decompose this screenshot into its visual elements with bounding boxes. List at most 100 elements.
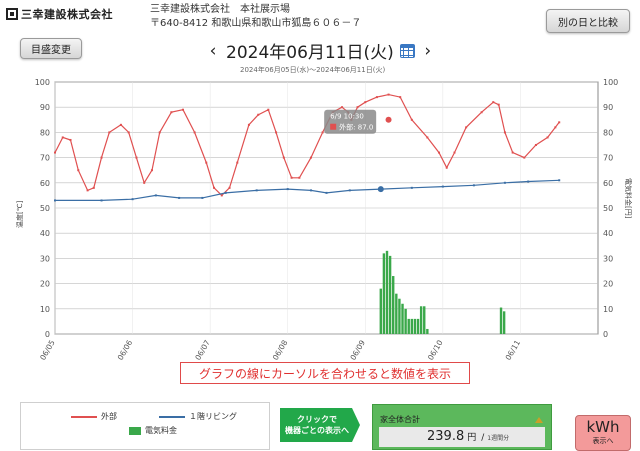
data-point (558, 179, 561, 182)
hover-hint: グラフの線にカーソルを合わせると数値を表示 (180, 362, 470, 384)
kwh-sublabel: 表示へ (592, 437, 614, 445)
data-point (54, 199, 56, 202)
data-point (135, 156, 138, 159)
legend-item-living[interactable]: １階リビング (159, 411, 237, 422)
kwh-view-button[interactable]: kWh 表示へ (575, 415, 631, 451)
left-tick-label: 60 (40, 179, 50, 188)
calendar-icon[interactable] (399, 43, 415, 58)
data-point (143, 181, 146, 184)
cost-bar (413, 318, 417, 334)
right-tick-label: 40 (603, 229, 613, 238)
data-point (54, 151, 56, 154)
company-name: 三幸建設株式会社 本社展示場 (150, 4, 290, 15)
next-date-button[interactable]: › (424, 40, 432, 61)
data-point (503, 181, 506, 184)
data-point (181, 108, 184, 111)
legend-swatch-outdoor (71, 415, 97, 418)
x-tick-label: 06/06 (116, 338, 135, 361)
data-point (523, 156, 526, 159)
data-point (348, 189, 351, 192)
data-point (399, 96, 402, 99)
data-point (178, 196, 181, 199)
total-separator: / (481, 433, 485, 443)
left-tick-label: 70 (40, 154, 50, 163)
data-point (321, 131, 324, 134)
data-point (453, 151, 456, 154)
cost-bar (404, 308, 407, 334)
data-point (503, 131, 506, 134)
cost-bar (401, 303, 404, 334)
data-point (309, 156, 312, 159)
cost-bar (382, 253, 386, 334)
data-point (492, 101, 495, 104)
legend-label-cost: 電気料金 (145, 426, 177, 435)
right-tick-label: 70 (603, 154, 613, 163)
data-point (511, 151, 514, 154)
data-point (497, 103, 500, 106)
left-tick-label: 80 (40, 128, 50, 137)
left-tick-label: 0 (45, 330, 50, 339)
temperature-cost-chart[interactable]: 0 10 20 30 40 50 60 70 80 90 100 0 10 20 30 40 50 60 70 80 9… (0, 74, 640, 364)
tooltip-time: 6/9 10:30 (330, 113, 364, 121)
left-tick-label: 90 (40, 103, 50, 112)
legend-label-outdoor: 外部 (101, 412, 117, 421)
prev-date-button[interactable]: ‹ (209, 40, 217, 61)
data-point (356, 106, 359, 109)
total-value-box: 239.8 円 / 1週間分 (379, 427, 545, 447)
x-tick-label: 06/11 (504, 338, 523, 361)
data-point (364, 101, 367, 104)
right-tick-label: 0 (603, 330, 608, 339)
data-point (92, 186, 95, 189)
data-point (534, 144, 537, 146)
legend-item-outdoor[interactable]: 外部 (71, 411, 117, 422)
logo-text: 三幸建設株式会社 (21, 8, 113, 21)
data-point (213, 186, 216, 189)
highlight-marker (385, 116, 392, 123)
left-tick-label: 30 (40, 254, 50, 263)
data-point (426, 136, 429, 139)
cost-bar (426, 328, 429, 334)
x-tick-label: 06/08 (271, 338, 290, 361)
company-info: 三幸建設株式会社 本社展示場 〒640-8412 和歌山県和歌山市狐島６０６－７ (150, 3, 361, 31)
x-tick-label: 06/05 (38, 338, 57, 361)
total-period: 1週間分 (487, 435, 510, 442)
chart-legend: 外部 １階リビング 電気料金 (20, 402, 270, 450)
outdoor-temp-line (54, 93, 560, 197)
left-tick-label: 20 (40, 280, 50, 289)
data-point (437, 151, 440, 154)
highlight-marker (377, 186, 384, 193)
data-point (205, 161, 208, 164)
tooltip-swatch (330, 123, 337, 130)
data-point (170, 111, 173, 114)
total-unit: 円 (467, 433, 477, 443)
data-point (77, 169, 80, 172)
cost-bar (385, 250, 389, 334)
right-tick-label: 50 (603, 204, 613, 213)
data-point (290, 176, 293, 179)
left-tick-label: 40 (40, 229, 50, 238)
data-point (100, 199, 103, 202)
data-point (445, 166, 448, 169)
total-value: 239.8 (427, 429, 465, 444)
scale-change-button[interactable]: 目盛変更 (20, 38, 82, 59)
device-view-button[interactable]: クリックで 機器ごとの表示へ (280, 408, 360, 442)
living-temp-line (55, 179, 560, 201)
data-point (554, 126, 557, 129)
cost-bar (410, 318, 414, 334)
cost-bar (416, 318, 420, 334)
kwh-label: kWh (586, 418, 620, 436)
data-point (236, 161, 239, 164)
expand-arrow-icon[interactable] (535, 417, 543, 423)
data-point (375, 96, 378, 99)
legend-item-cost[interactable]: 電気料金 (129, 425, 177, 436)
compare-date-button[interactable]: 別の日と比較 (546, 9, 630, 33)
data-point (228, 186, 231, 189)
data-point (257, 113, 260, 116)
data-point (286, 188, 289, 191)
data-point (472, 184, 475, 187)
right-tick-label: 20 (603, 280, 613, 289)
date-navigator: ‹ 2024年06月11日(火) › (206, 38, 435, 64)
data-point (69, 138, 72, 141)
legend-label-living: １階リビング (189, 412, 237, 421)
cost-bar (502, 311, 506, 334)
